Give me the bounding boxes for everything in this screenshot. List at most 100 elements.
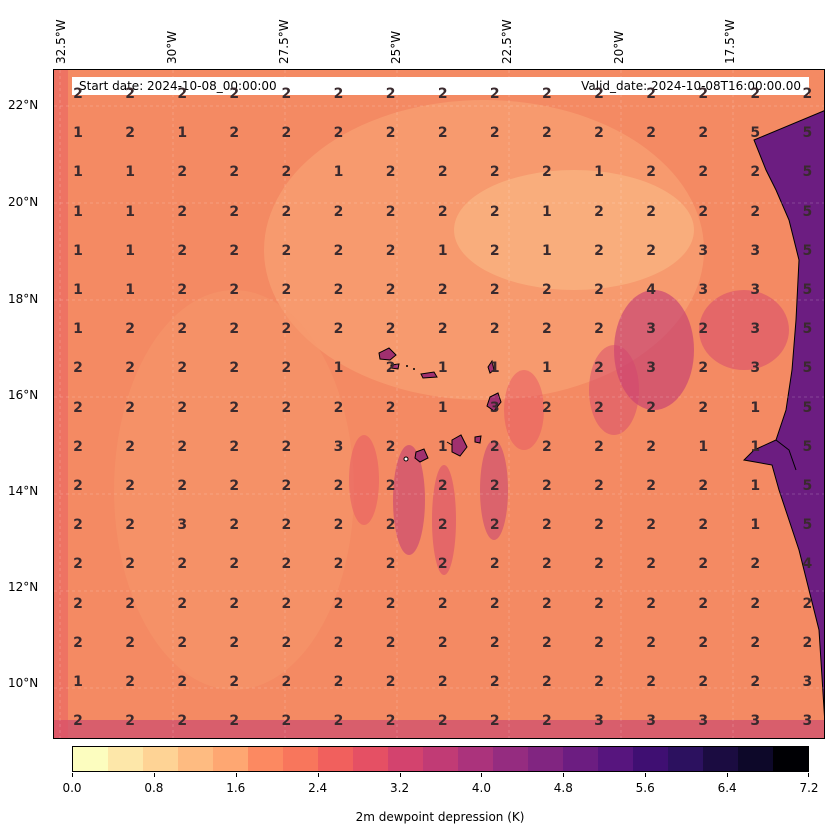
- grid-value: 2: [125, 634, 135, 651]
- grid-value: 2: [594, 438, 604, 455]
- grid-value: 2: [542, 282, 552, 298]
- grid-value: 2: [177, 203, 188, 220]
- grid-value: 2: [698, 321, 709, 338]
- grid-value: 2: [333, 203, 344, 220]
- grid-value: 2: [125, 399, 135, 416]
- grid-value: 2: [281, 674, 292, 690]
- grid-value: 2: [698, 556, 709, 573]
- grid-value: 2: [333, 713, 344, 730]
- grid-value: 1: [542, 203, 552, 220]
- grid-value: 2: [73, 86, 83, 102]
- grid-value: 2: [646, 478, 656, 494]
- grid-value: 2: [489, 517, 500, 534]
- lat-tick-label: 14°N: [8, 484, 39, 498]
- grid-value: 2: [281, 164, 292, 181]
- grid-value: 2: [385, 164, 396, 181]
- grid-value: 2: [750, 634, 761, 651]
- colorbar-segment: [178, 747, 213, 771]
- colorbar-tick-label: 4.0: [471, 781, 491, 795]
- grid-value: 2: [73, 517, 83, 534]
- colorbar-segment: [73, 747, 108, 771]
- grid-value: 1: [73, 164, 83, 181]
- colorbar-title: 2m dewpoint depression (K): [355, 810, 525, 824]
- grid-value: 1: [73, 674, 83, 690]
- grid-value: 2: [646, 242, 656, 259]
- colorbar-segment: [283, 747, 318, 771]
- grid-value: 1: [750, 517, 761, 534]
- grid-value: 2: [281, 634, 292, 651]
- grid-value: 2: [229, 634, 240, 651]
- grid-value: 2: [281, 713, 292, 730]
- grid-value: 2: [646, 438, 656, 455]
- grid-value: 2: [229, 438, 240, 455]
- grid-value: 2: [229, 556, 240, 573]
- grid-value: 2: [385, 242, 396, 259]
- grid-value: 2: [594, 321, 604, 338]
- grid-value: 2: [73, 478, 83, 494]
- grid-value: 3: [646, 713, 656, 730]
- colorbar-segment: [353, 747, 388, 771]
- grid-value: 2: [281, 478, 292, 494]
- grid-value: 2: [489, 595, 500, 612]
- grid-value: 2: [229, 360, 240, 377]
- grid-value: 2: [437, 164, 448, 181]
- grid-value: 2: [333, 282, 344, 298]
- colorbar-tick-label: 0.0: [62, 781, 82, 795]
- grid-value: 2: [437, 86, 448, 102]
- grid-value: 2: [437, 125, 448, 142]
- colorbar-tick: [481, 773, 483, 777]
- grid-value: 5: [802, 164, 813, 181]
- lat-tick-label: 22°N: [8, 98, 39, 112]
- grid-value: 2: [646, 595, 656, 612]
- grid-value: 1: [594, 164, 604, 181]
- lon-tick-label: 22.5°W: [500, 19, 514, 64]
- grid-value: 2: [646, 556, 656, 573]
- grid-value: 2: [594, 242, 604, 259]
- grid-value: 2: [594, 399, 604, 416]
- lat-tick-label: 20°N: [8, 195, 39, 209]
- grid-value: 2: [281, 399, 292, 416]
- colorbar: [72, 746, 809, 772]
- grid-value: 2: [333, 321, 344, 338]
- grid-value: 2: [333, 478, 344, 494]
- colorbar-tick: [563, 773, 565, 777]
- grid-value: 1: [542, 242, 552, 259]
- grid-value: 2: [177, 478, 188, 494]
- grid-value: 2: [750, 674, 761, 690]
- grid-value: 3: [802, 674, 813, 690]
- grid-value: 2: [698, 360, 709, 377]
- grid-value: 2: [489, 242, 500, 259]
- grid-value: 2: [489, 125, 500, 142]
- lat-tick-label: 16°N: [8, 388, 39, 402]
- grid-value: 2: [698, 164, 709, 181]
- grid-value: 2: [698, 517, 709, 534]
- grid-value: 5: [802, 517, 813, 534]
- grid-value: 1: [73, 125, 83, 142]
- colorbar-segment: [493, 747, 528, 771]
- grid-value: 2: [594, 360, 604, 377]
- grid-value: 2: [698, 125, 709, 142]
- grid-value: 5: [802, 360, 813, 377]
- grid-value: 5: [802, 399, 813, 416]
- grid-value: 2: [594, 634, 604, 651]
- grid-value: 2: [229, 674, 240, 690]
- grid-value: 3: [750, 321, 761, 338]
- grid-value: 2: [385, 321, 396, 338]
- colorbar-segment: [738, 747, 773, 771]
- grid-value: 2: [698, 86, 709, 102]
- colorbar-tick: [645, 773, 647, 777]
- grid-value: 1: [73, 242, 83, 259]
- grid-value: 1: [750, 478, 761, 494]
- grid-value: 3: [698, 713, 709, 730]
- colorbar-tick: [235, 773, 237, 777]
- grid-value: 2: [385, 556, 396, 573]
- colorbar-tick: [399, 773, 401, 777]
- grid-value: 2: [489, 282, 500, 298]
- grid-value: 2: [594, 478, 604, 494]
- grid-value: 2: [125, 321, 135, 338]
- grid-value: 2: [281, 556, 292, 573]
- grid-value: 2: [698, 634, 709, 651]
- grid-value: 2: [594, 517, 604, 534]
- grid-value: 2: [73, 438, 83, 455]
- grid-value: 2: [177, 282, 188, 298]
